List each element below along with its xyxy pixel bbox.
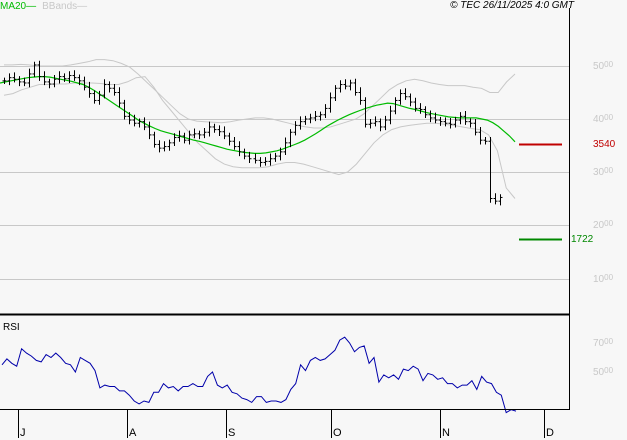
rsi-polyline [1,336,517,414]
legend-bbands: BBands— [42,0,88,12]
price-tick-label: 2000 [593,219,614,231]
month-label: A [129,427,137,439]
month-label: N [442,427,450,439]
bband-lower [3,76,516,199]
rsi-tick-label: 7000 [593,337,614,349]
copyright-timestamp: © TEC 26/11/2025 4:0 GMT [450,0,574,11]
rsi-line [1,336,517,414]
month-label: O [333,427,342,439]
price-tick-label: 5000 [593,60,614,72]
price-gridlines [0,66,569,280]
ma20-line [0,75,516,154]
legend: MA20— BBands— [0,0,87,12]
chart-frame [0,10,570,410]
support-label: 1722 [571,234,594,245]
price-tick-label: 3000 [593,166,614,178]
level-markers [519,143,562,241]
ma20-polyline [0,75,516,154]
ohlc-bars [2,60,503,206]
price-tick-label: 4000 [593,113,614,125]
month-ticks [18,8,570,438]
month-label: D [546,427,554,439]
resistance-label: 3540 [593,139,616,150]
price-tick-label: 1000 [593,273,614,285]
rsi-title: RSI [3,322,20,333]
month-label: J [20,427,26,439]
rsi-tick-label: 5000 [593,366,614,378]
month-label: S [228,427,236,439]
legend-ma20: MA20— [0,0,37,12]
bband-upper [4,59,516,129]
